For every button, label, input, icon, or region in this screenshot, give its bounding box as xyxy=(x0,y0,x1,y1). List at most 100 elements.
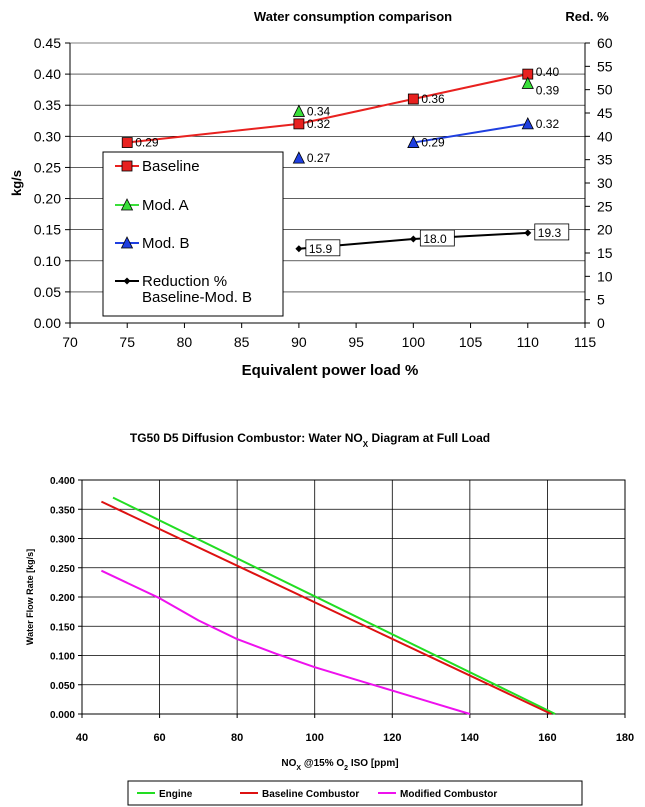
chart1-x-tick-label: 90 xyxy=(291,334,307,350)
chart1-data-label: 0.32 xyxy=(536,117,560,131)
chart1-legend-label: Reduction % xyxy=(142,273,227,290)
chart1-x-tick-label: 85 xyxy=(234,334,250,350)
chart2-legend-label: Engine xyxy=(159,789,193,800)
chart1-legend-label: Baseline xyxy=(142,158,200,175)
chart1-point-0 xyxy=(407,93,419,105)
chart1-y-tick-label: 0.40 xyxy=(34,66,61,82)
chart2-y-tick-label: 0.150 xyxy=(50,622,75,633)
chart2-y-tick-label: 0.050 xyxy=(50,681,75,692)
chart1-point-3 xyxy=(524,229,532,237)
chart1-y2-tick-label: 0 xyxy=(597,315,605,331)
chart1-y-tick-label: 0.45 xyxy=(34,35,61,51)
chart1-legend-label: Baseline-Mod. B xyxy=(142,289,252,306)
chart2-x-axis-title: NOX @15% O2 ISO [ppm] xyxy=(281,758,398,772)
chart1-right-axis-title: Red. % xyxy=(565,9,609,24)
water-consumption-chart: Water consumption comparison Red. % Equi… xyxy=(9,9,613,379)
chart1-y2-tick-label: 45 xyxy=(597,105,613,121)
chart1-x-tick-label: 75 xyxy=(119,334,135,350)
chart1-x-tick-label: 115 xyxy=(574,334,597,350)
chart1-point-0 xyxy=(121,137,133,148)
chart1-data-label: 0.34 xyxy=(307,104,331,118)
chart1-series-line-0 xyxy=(298,98,414,125)
chart1-y-tick-label: 0.25 xyxy=(34,159,61,175)
chart1-y2-tick-label: 30 xyxy=(597,175,613,191)
chart1-y2-tick-label: 5 xyxy=(597,292,605,308)
chart1-x-tick-label: 70 xyxy=(62,334,78,350)
chart1-y2-tick-label: 50 xyxy=(597,82,613,98)
water-nox-chart: TG50 D5 Diffusion Combustor: Water NOX D… xyxy=(25,431,634,806)
chart2-series-line-2 xyxy=(100,569,471,715)
chart1-series-line-2 xyxy=(413,122,528,144)
chart1-data-label: 19.3 xyxy=(538,226,562,240)
chart1-y-tick-label: 0.20 xyxy=(34,191,61,207)
chart2-y-axis-title: Water Flow Rate [kg/s] xyxy=(25,549,35,645)
chart1-y-tick-label: 0.10 xyxy=(34,253,61,269)
chart1-x-tick-label: 100 xyxy=(402,334,426,350)
chart1-legend-label: Mod. A xyxy=(142,197,189,214)
chart1-point-0 xyxy=(293,118,305,130)
chart2-y-tick-label: 0.000 xyxy=(50,710,75,721)
chart1-point-1 xyxy=(521,76,534,89)
chart1-point-3 xyxy=(409,235,417,243)
chart2-x-tick-label: 40 xyxy=(76,732,88,744)
chart2-legend-label: Baseline Combustor xyxy=(262,789,359,800)
chart1-data-label: 15.9 xyxy=(309,242,333,256)
chart1-y2-tick-label: 20 xyxy=(597,222,613,238)
chart2-y-tick-label: 0.350 xyxy=(50,505,75,516)
chart1-legend-marker xyxy=(120,236,134,249)
chart1-point-2 xyxy=(407,135,420,148)
chart1-legend-label: Mod. B xyxy=(142,235,190,252)
chart1-y2-tick-label: 35 xyxy=(597,152,613,168)
chart1-legend xyxy=(102,151,284,317)
chart1-x-axis-title: Equivalent power load % xyxy=(242,362,419,379)
chart1-y2-tick-label: 55 xyxy=(597,58,613,74)
chart1-x-tick-label: 95 xyxy=(348,334,364,350)
chart2-y-tick-label: 0.300 xyxy=(50,535,75,546)
chart2-legend-label: Modified Combustor xyxy=(400,789,497,800)
chart2-series-line-1 xyxy=(100,500,552,715)
chart2-y-tick-label: 0.400 xyxy=(50,476,75,487)
chart1-data-label-box xyxy=(419,229,455,247)
chart2-x-tick-label: 140 xyxy=(461,732,479,744)
chart2-series-line-0 xyxy=(112,496,556,715)
chart1-y-tick-label: 0.05 xyxy=(34,284,61,300)
chart1-y2-tick-label: 15 xyxy=(597,245,613,261)
chart1-data-label: 0.29 xyxy=(135,136,159,150)
chart1-point-2 xyxy=(521,116,534,130)
chart1-legend-marker xyxy=(123,277,131,285)
chart1-y-tick-label: 0.30 xyxy=(34,128,61,144)
chart1-data-label: 18.0 xyxy=(423,232,447,246)
chart2-title: TG50 D5 Diffusion Combustor: Water NOX D… xyxy=(130,431,490,449)
chart1-x-tick-label: 80 xyxy=(177,334,193,350)
chart2-x-tick-label: 120 xyxy=(383,732,401,744)
chart2-legend xyxy=(127,780,583,806)
chart2-y-tick-label: 0.200 xyxy=(50,593,75,604)
chart1-y-tick-label: 0.00 xyxy=(34,315,61,331)
chart1-x-tick-label: 110 xyxy=(517,334,540,350)
chart2-y-tick-label: 0.250 xyxy=(50,564,75,575)
chart1-data-label: 0.39 xyxy=(536,83,560,97)
chart1-data-label: 0.36 xyxy=(421,92,445,106)
chart1-title: Water consumption comparison xyxy=(254,9,452,24)
chart1-legend-marker xyxy=(120,198,134,211)
chart1-y2-tick-label: 40 xyxy=(597,128,613,144)
chart1-y2-tick-label: 10 xyxy=(597,268,613,284)
chart1-legend-marker xyxy=(121,160,133,172)
chart1-point-1 xyxy=(292,104,306,117)
chart1-series-line-0 xyxy=(413,73,528,100)
chart2-x-tick-label: 100 xyxy=(306,732,324,744)
chart1-x-tick-label: 105 xyxy=(459,334,483,350)
chart2-x-tick-label: 160 xyxy=(538,732,556,744)
chart1-point-3 xyxy=(295,245,303,253)
chart1-series-line-0 xyxy=(127,122,299,144)
chart1-y2-tick-label: 25 xyxy=(597,198,613,214)
chart1-data-label-box xyxy=(534,223,570,241)
chart1-y-axis-title: kg/s xyxy=(9,170,24,196)
chart1-data-label: 0.29 xyxy=(421,136,445,150)
chart1-y-tick-label: 0.15 xyxy=(34,222,61,238)
chart2-y-tick-label: 0.100 xyxy=(50,652,75,663)
chart1-data-label: 0.40 xyxy=(536,65,560,79)
chart1-y-tick-label: 0.35 xyxy=(34,97,61,113)
chart2-x-tick-label: 60 xyxy=(153,732,165,744)
